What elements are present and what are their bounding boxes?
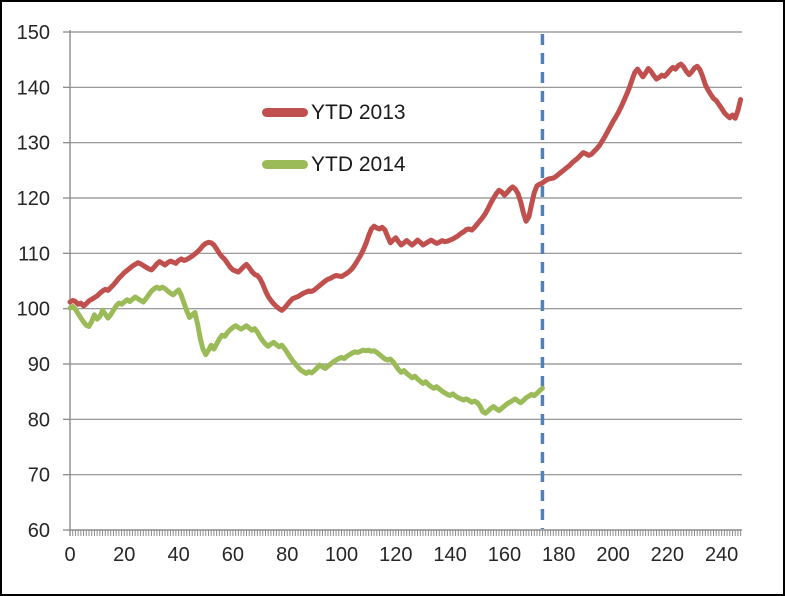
y-axis-label: 70 <box>28 465 50 487</box>
y-axis-label: 60 <box>28 520 50 542</box>
x-axis-label: 240 <box>705 544 738 566</box>
x-axis-label: 40 <box>167 544 189 566</box>
y-axis-label: 120 <box>17 188 50 210</box>
series-line-ytd-2013 <box>67 61 744 313</box>
legend-entry-ytd-2014: YTD 2014 <box>262 149 406 180</box>
legend-line-marker-ytd-2014 <box>262 160 308 169</box>
x-axis-label: 120 <box>379 544 412 566</box>
x-axis-label: 200 <box>596 544 629 566</box>
y-axis-label: 130 <box>17 133 50 155</box>
chart-legend: YTD 2013 YTD 2014 <box>262 97 406 180</box>
y-axis-label: 100 <box>17 299 50 321</box>
y-axis-label: 90 <box>28 354 50 376</box>
x-axis-label: 160 <box>488 544 521 566</box>
series-line-ytd-2014 <box>67 284 545 416</box>
y-axis-label: 150 <box>17 22 50 44</box>
x-axis-label: 0 <box>64 544 75 566</box>
x-axis-label: 80 <box>276 544 298 566</box>
legend-line-marker-ytd-2013 <box>262 108 308 117</box>
y-axis-label: 140 <box>17 77 50 99</box>
x-axis-label: 60 <box>222 544 244 566</box>
x-axis-label: 220 <box>651 544 684 566</box>
legend-label-ytd-2013: YTD 2013 <box>311 101 406 124</box>
x-axis-label: 180 <box>542 544 575 566</box>
legend-entry-ytd-2013: YTD 2013 <box>262 97 406 128</box>
x-axis-label: 100 <box>325 544 358 566</box>
legend-label-ytd-2014: YTD 2014 <box>311 153 406 176</box>
x-axis-label: 140 <box>433 544 466 566</box>
x-axis-label: 20 <box>113 544 135 566</box>
y-axis-label: 110 <box>18 243 50 265</box>
y-axis-label: 80 <box>28 409 50 431</box>
